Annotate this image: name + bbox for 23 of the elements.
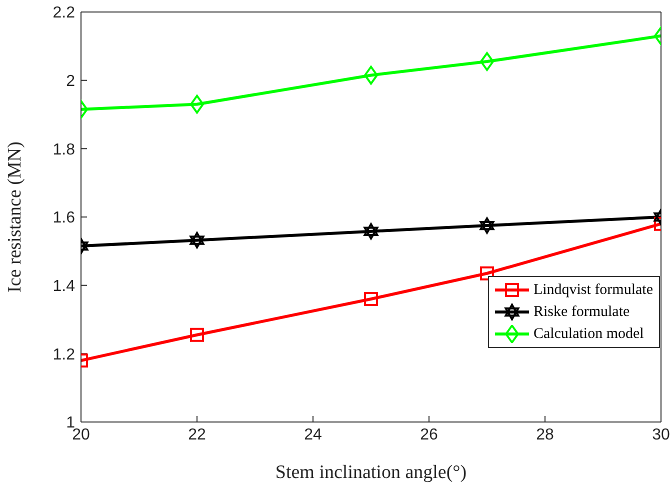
legend-label: Riske formulate	[533, 304, 630, 320]
y-tick-label: 1.2	[52, 346, 76, 364]
point	[364, 66, 378, 85]
point	[480, 266, 494, 280]
legend-label: Calculation model	[533, 326, 644, 342]
x-tick-label: 22	[188, 426, 206, 444]
point	[480, 52, 494, 71]
legend-label: Lindqvist formulate	[533, 282, 653, 298]
y-axis-title: Ice resistance (MN)	[4, 142, 26, 292]
y-tick-label: 2	[66, 73, 76, 90]
x-tick-label: 28	[536, 426, 554, 444]
point	[480, 217, 494, 234]
x-axis-title: Stem inclination angle(°)	[275, 462, 467, 483]
point	[364, 292, 378, 306]
point	[364, 223, 378, 240]
y-tick-label: 1.8	[52, 141, 76, 158]
x-tick-label: 26	[420, 426, 438, 444]
y-tick-label: 1.4	[52, 278, 76, 296]
x-tick-label: 20	[72, 426, 90, 444]
y-tick-label: 2.2	[52, 4, 76, 22]
y-tick-label: 1.6	[52, 210, 76, 227]
x-tick-label: 24	[304, 426, 322, 444]
x-tick-label: 30	[652, 426, 670, 444]
